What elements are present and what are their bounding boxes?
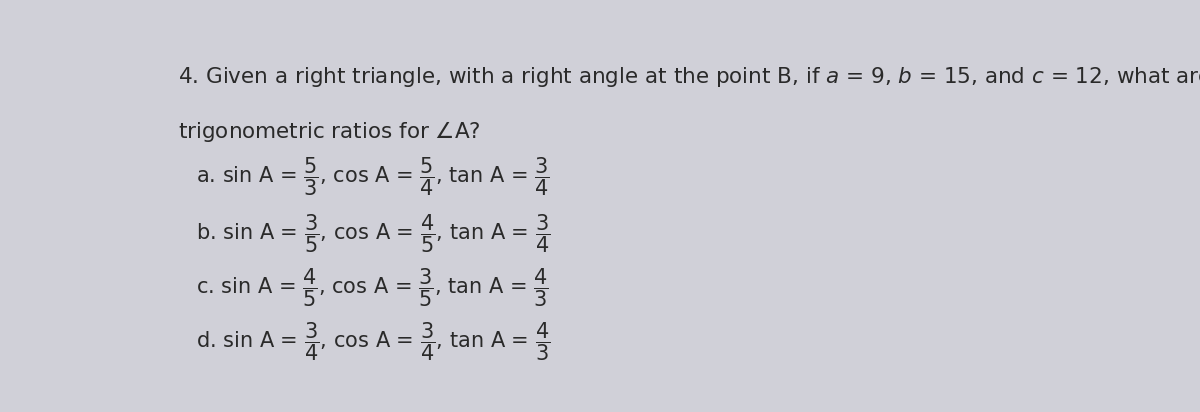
Text: 4. Given a right triangle, with a right angle at the point B, if $a$ = 9, $b$ = : 4. Given a right triangle, with a right …: [178, 66, 1200, 89]
Text: b. sin A = $\dfrac{3}{5}$, cos A = $\dfrac{4}{5}$, tan A = $\dfrac{3}{4}$: b. sin A = $\dfrac{3}{5}$, cos A = $\dfr…: [197, 212, 551, 255]
Text: a. sin A = $\dfrac{5}{3}$, cos A = $\dfrac{5}{4}$, tan A = $\dfrac{3}{4}$: a. sin A = $\dfrac{5}{3}$, cos A = $\dfr…: [197, 155, 551, 198]
Text: trigonometric ratios for $\angle$A?: trigonometric ratios for $\angle$A?: [178, 119, 481, 144]
Text: d. sin A = $\dfrac{3}{4}$, cos A = $\dfrac{3}{4}$, tan A = $\dfrac{4}{3}$: d. sin A = $\dfrac{3}{4}$, cos A = $\dfr…: [197, 320, 551, 363]
Text: c. sin A = $\dfrac{4}{5}$, cos A = $\dfrac{3}{5}$, tan A = $\dfrac{4}{3}$: c. sin A = $\dfrac{4}{5}$, cos A = $\dfr…: [197, 266, 550, 309]
